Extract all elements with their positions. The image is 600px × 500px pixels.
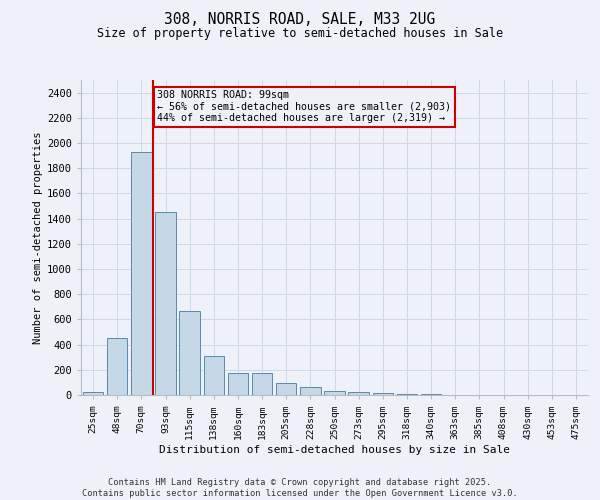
Bar [252, 373, 272, 395]
Bar [227, 373, 248, 395]
Bar [300, 388, 320, 395]
Bar [373, 393, 393, 395]
Bar [397, 394, 417, 395]
Text: Size of property relative to semi-detached houses in Sale: Size of property relative to semi-detach… [97, 28, 503, 40]
X-axis label: Distribution of semi-detached houses by size in Sale: Distribution of semi-detached houses by … [159, 446, 510, 456]
Bar [276, 383, 296, 395]
Text: 308 NORRIS ROAD: 99sqm
← 56% of semi-detached houses are smaller (2,903)
44% of : 308 NORRIS ROAD: 99sqm ← 56% of semi-det… [157, 90, 451, 124]
Bar [179, 310, 200, 395]
Bar [107, 338, 127, 395]
Bar [203, 356, 224, 395]
Bar [421, 394, 442, 395]
Y-axis label: Number of semi-detached properties: Number of semi-detached properties [33, 131, 43, 344]
Text: Contains HM Land Registry data © Crown copyright and database right 2025.
Contai: Contains HM Land Registry data © Crown c… [82, 478, 518, 498]
Bar [155, 212, 176, 395]
Bar [324, 390, 345, 395]
Text: 308, NORRIS ROAD, SALE, M33 2UG: 308, NORRIS ROAD, SALE, M33 2UG [164, 12, 436, 28]
Bar [131, 152, 152, 395]
Bar [83, 392, 103, 395]
Bar [349, 392, 369, 395]
